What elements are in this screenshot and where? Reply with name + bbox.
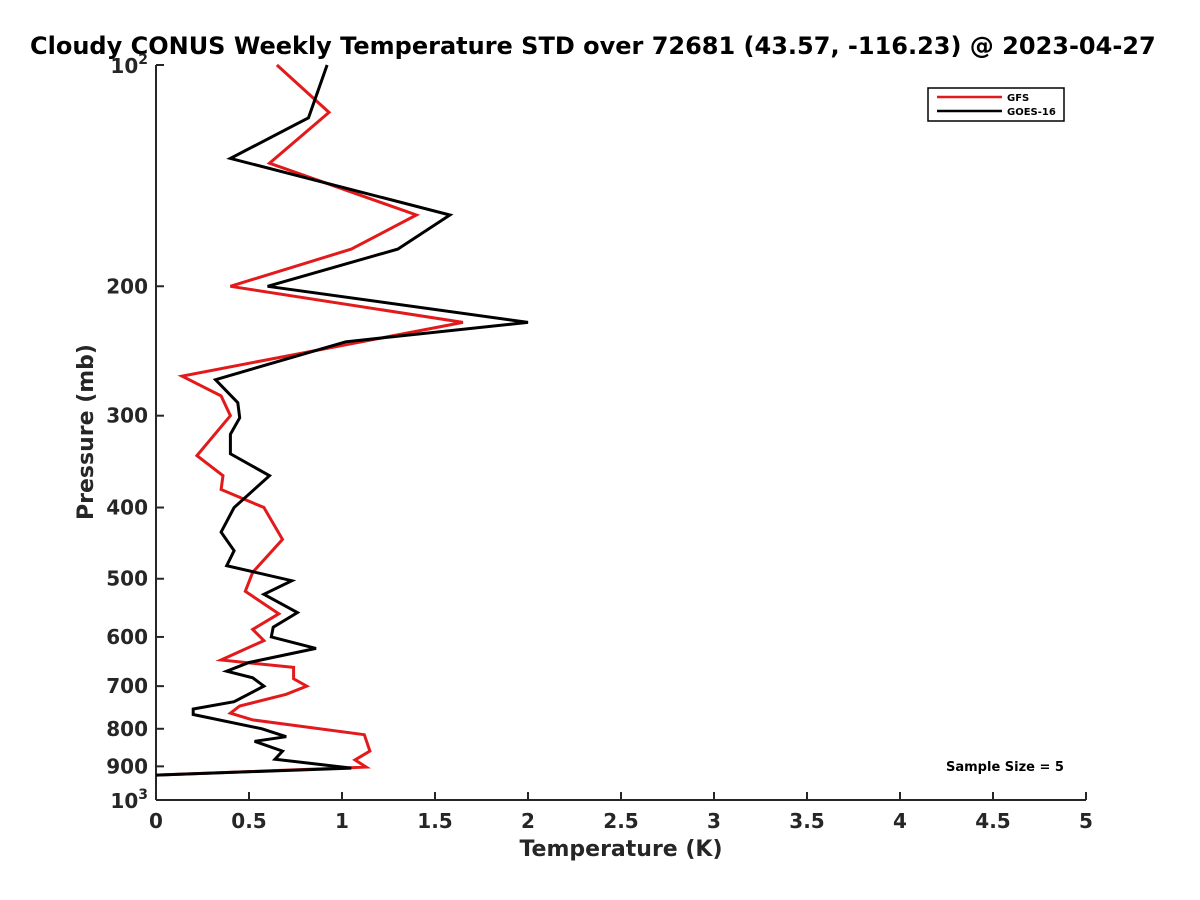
series-line-gfs [155, 63, 464, 777]
x-tick-label: 2 [521, 809, 535, 833]
x-tick-label: 0 [149, 809, 163, 833]
y-tick-label: 200 [106, 274, 148, 298]
y-axis-label: Pressure (mb) [74, 344, 99, 520]
x-tick-label: 2.5 [603, 809, 638, 833]
y-tick-label: 400 [106, 496, 148, 520]
y-tick-label: 800 [106, 717, 148, 741]
x-tick-label: 3.5 [789, 809, 824, 833]
x-axis-label: Temperature (K) [519, 837, 722, 862]
x-tick-label: 1.5 [417, 809, 452, 833]
x-tick-label: 4.5 [975, 809, 1010, 833]
x-tick-label: 4 [893, 809, 907, 833]
y-tick-label: 300 [106, 404, 148, 428]
y-tick-label: 103 [110, 787, 148, 813]
x-tick-label: 5 [1079, 809, 1093, 833]
x-tick-label: 1 [335, 809, 349, 833]
legend-label: GFS [1007, 93, 1029, 104]
y-tick-exponent: 3 [138, 787, 148, 803]
y-tick-label: 900 [106, 754, 148, 778]
y-tick-label: 600 [106, 625, 148, 649]
y-tick-label: 700 [106, 674, 148, 698]
legend-box [927, 87, 1065, 122]
series-lines [155, 63, 529, 777]
y-tick-exponent: 2 [138, 52, 148, 68]
y-tick-label: 500 [106, 567, 148, 591]
chart-title: Cloudy CONUS Weekly Temperature STD over… [30, 32, 1156, 60]
legend-label: GOES-16 [1007, 107, 1056, 118]
legend: GFS GOES-16 [927, 87, 1065, 122]
series-line-goes-16 [155, 64, 529, 777]
x-tick-label: 3 [707, 809, 721, 833]
y-tick-base: 10 [110, 54, 138, 78]
sample-size-annotation: Sample Size = 5 [946, 760, 1064, 775]
x-tick-label: 0.5 [231, 809, 266, 833]
y-tick-label: 102 [110, 52, 148, 78]
y-tick-base: 10 [110, 789, 138, 813]
x-ticks: 0 0.5 1 1.5 2 2.5 3 3.5 4 4.5 5 [149, 792, 1093, 833]
